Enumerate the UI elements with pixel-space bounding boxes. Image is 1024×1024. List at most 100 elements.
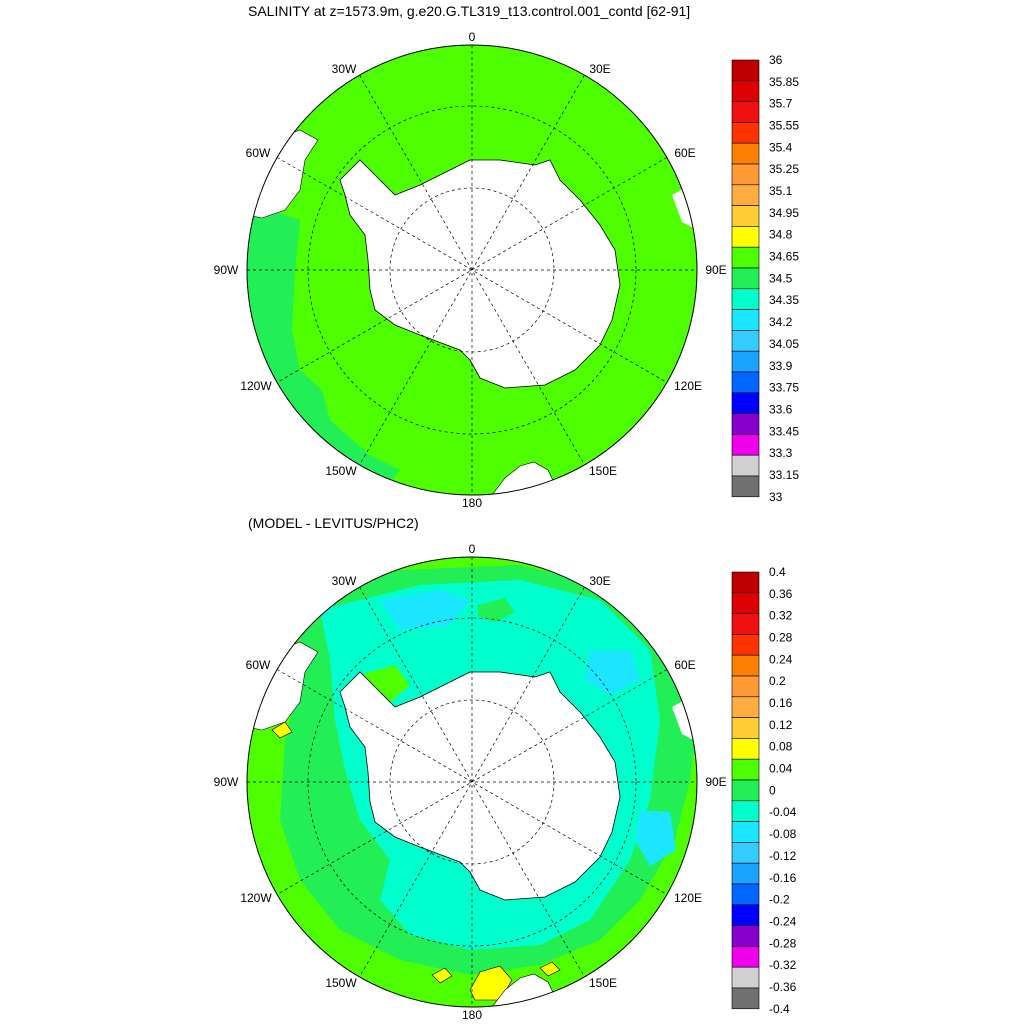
bottom-colorbar-color-box — [731, 966, 760, 989]
bottom-map-border — [246, 556, 698, 1008]
bottom-lon-120e: 120E — [674, 891, 702, 905]
bottom-colorbar-color-box — [731, 925, 760, 947]
top-colorbar-label: 34.05 — [769, 337, 799, 351]
bottom-colorbar-color-box — [731, 592, 760, 614]
bottom-high-patch-3 — [271, 721, 293, 739]
top-colorbar-label: 34.8 — [769, 228, 793, 242]
bottom-lon-180: 180 — [462, 1008, 482, 1022]
top-colorbar-label: 35.25 — [769, 162, 799, 176]
top-map-border — [246, 44, 698, 496]
top-lon-30w: 30W — [332, 62, 357, 76]
bottom-colorbar-color-box — [731, 634, 760, 656]
bottom-colorbar-label: 0.04 — [769, 762, 793, 776]
bottom-colorbar-color-box — [731, 904, 760, 926]
bottom-colorbar-color-box — [731, 862, 760, 885]
bottom-colorbar-color-box — [731, 654, 760, 677]
bottom-colorbar-label: 0.2 — [769, 674, 786, 688]
top-colorbar-color-box — [731, 184, 760, 206]
top-colorbar-label: 33.9 — [769, 359, 793, 373]
top-lon-150w: 150W — [325, 464, 357, 478]
top-lon-120w: 120W — [240, 379, 272, 393]
top-lon-90w: 90W — [214, 263, 239, 277]
bottom-map-title: (MODEL - LEVITUS/PHC2) — [248, 515, 419, 531]
top-colorbar-label: 33.15 — [769, 468, 799, 482]
bottom-colorbar-color-box — [731, 779, 760, 802]
bottom-colorbar-color-box — [731, 738, 760, 760]
top-colorbar-label: 36 — [769, 53, 783, 67]
bottom-high-patch-2 — [431, 967, 453, 984]
bottom-lon-90w: 90W — [214, 775, 239, 789]
bottom-colorbar-color-box — [731, 987, 760, 1010]
top-antarctica — [339, 159, 621, 389]
top-colorbar-color-box — [731, 434, 760, 456]
top-lon-150e: 150E — [589, 464, 617, 478]
bottom-colorbar-label: 0 — [769, 783, 776, 797]
bottom-colorbar-label: -0.16 — [769, 871, 797, 885]
top-colorbar-color-box — [731, 392, 760, 414]
bottom-colorbar-label: 0.12 — [769, 718, 793, 732]
top-colorbar-label: 34.95 — [769, 206, 799, 220]
bottom-longitude-labels: 0 30E 60E 90E 120E 150E 180 150W 120W 90… — [214, 542, 727, 1022]
top-longitude-labels: 0 30E 60E 90E 120E 150E 180 150W 120W 90… — [214, 30, 727, 510]
top-colorbar-color-box — [731, 226, 760, 248]
bottom-lon-30e: 30E — [589, 574, 610, 588]
bottom-colorbar-label: -0.04 — [769, 805, 797, 819]
top-colorbar-color-box — [731, 330, 760, 352]
bottom-colorbar-label: -0.32 — [769, 958, 797, 972]
top-colorbar-color-box — [731, 309, 760, 331]
top-colorbar-label: 34.35 — [769, 293, 799, 307]
bottom-lon-0: 0 — [469, 542, 476, 556]
top-colorbar-color-box — [731, 163, 760, 186]
bottom-colorbar-color-box — [731, 675, 760, 698]
top-colorbar-label: 34.5 — [769, 271, 793, 285]
top-colorbar: 36 35.85 35.7 35.55 35.4 35.25 35.1 34.95 34.8 34… — [731, 53, 799, 504]
top-colorbar-color-box — [731, 246, 760, 269]
top-colorbar-color-box — [731, 454, 760, 477]
bottom-negative-patch-2 — [585, 650, 640, 695]
top-colorbar-label: 33.75 — [769, 381, 799, 395]
bottom-colorbar-label: 0.36 — [769, 587, 793, 601]
bottom-colorbar-color-box — [731, 758, 760, 781]
bottom-high-patch-4 — [539, 961, 561, 977]
bottom-colorbar-color-box — [731, 842, 760, 864]
top-colorbar-color-box — [731, 142, 760, 165]
top-colorbar-color-box — [731, 371, 760, 394]
bottom-lon-60e: 60E — [674, 658, 695, 672]
bottom-colorbar: 0.4 0.36 0.32 0.28 0.24 0.2 0.16 0.12 0.08 0.04 0 -… — [731, 565, 797, 1016]
bottom-lon-120w: 120W — [240, 891, 272, 905]
bottom-colorbar-color-box — [731, 717, 760, 739]
top-lon-60e: 60E — [674, 146, 695, 160]
top-colorbar-color-box — [731, 205, 760, 227]
bottom-negative-patch-1 — [380, 590, 470, 630]
bottom-colorbar-label: -0.4 — [769, 1002, 790, 1016]
bottom-graticule — [247, 557, 697, 1007]
bottom-negative-patch-3 — [636, 810, 676, 866]
bottom-colorbar-label: 0.16 — [769, 696, 793, 710]
top-map-title: SALINITY at z=1573.9m, g.e20.G.TL319_t13… — [248, 3, 691, 19]
top-colorbar-color-box — [731, 122, 760, 144]
top-colorbar-color-box — [731, 101, 760, 123]
top-colorbar-label: 34.65 — [769, 250, 799, 264]
top-colorbar-label: 35.1 — [769, 184, 793, 198]
bottom-lon-150w: 150W — [325, 976, 357, 990]
bottom-colorbar-label: 0.28 — [769, 631, 793, 645]
top-colorbar-label: 35.4 — [769, 140, 793, 154]
top-colorbar-label: 33 — [769, 490, 783, 504]
top-colorbar-color-box — [731, 80, 760, 102]
top-colorbar-label: 34.2 — [769, 315, 793, 329]
bottom-colorbar-label: -0.24 — [769, 914, 797, 928]
bottom-colorbar-label: 0.08 — [769, 740, 793, 754]
bottom-lon-60w: 60W — [246, 658, 271, 672]
top-colorbar-color-box — [731, 413, 760, 435]
bottom-colorbar-label: -0.12 — [769, 849, 797, 863]
bottom-colorbar-color-box — [731, 571, 760, 594]
top-colorbar-label: 35.85 — [769, 75, 799, 89]
bottom-colorbar-label: -0.28 — [769, 936, 797, 950]
top-colorbar-color-box — [731, 350, 760, 373]
bottom-colorbar-color-box — [731, 696, 760, 718]
bottom-high-patch-1 — [469, 965, 513, 1001]
top-colorbar-label: 35.7 — [769, 97, 793, 111]
bottom-lon-90e: 90E — [705, 775, 726, 789]
top-colorbar-label: 33.3 — [769, 446, 793, 460]
